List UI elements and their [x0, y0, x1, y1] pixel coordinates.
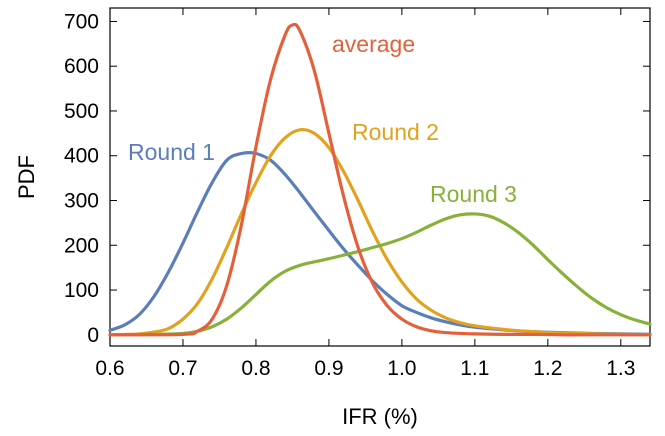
series-label-round-3: Round 3: [430, 181, 517, 207]
y-tick-label: 0: [87, 324, 99, 347]
x-tick-label: 1.3: [606, 357, 635, 380]
plot-frame: [109, 7, 651, 347]
y-tick-label: 300: [64, 190, 99, 213]
series-label-round-1: Round 1: [128, 139, 215, 165]
series-labels: Round 1 Round 2 Round 3 average: [128, 31, 517, 207]
series-line-round-3: [108, 212, 652, 337]
y-tick-label: 100: [64, 279, 99, 302]
x-tick-label: 1.1: [460, 357, 489, 380]
y-tick-label: 200: [64, 234, 99, 257]
x-tick-label: 1.2: [533, 357, 562, 380]
x-axis-title: IFR (%): [342, 404, 418, 429]
x-tick-label: 0.7: [168, 357, 197, 380]
y-tick-label: 600: [64, 55, 99, 78]
y-axis-title: PDF: [14, 155, 39, 199]
series-label-round-2: Round 2: [352, 119, 439, 145]
series-label-average: average: [332, 31, 415, 57]
x-tick-label: 0.6: [95, 357, 124, 380]
axis-ticks: 0.6 0.7 0.8 0.9 1.0 1.1 1.2 1.3 0 100 200 300 400 500…: [64, 8, 650, 380]
series-lines: [108, 22, 652, 337]
x-tick-label: 0.8: [241, 357, 270, 380]
y-tick-label: 400: [64, 145, 99, 168]
y-tick-label: 500: [64, 100, 99, 123]
series-line-round-2: [108, 127, 652, 337]
x-tick-label: 0.9: [314, 357, 343, 380]
y-tick-label: 700: [64, 10, 99, 33]
series-line-average: [108, 22, 652, 337]
x-tick-label: 1.0: [387, 357, 416, 380]
